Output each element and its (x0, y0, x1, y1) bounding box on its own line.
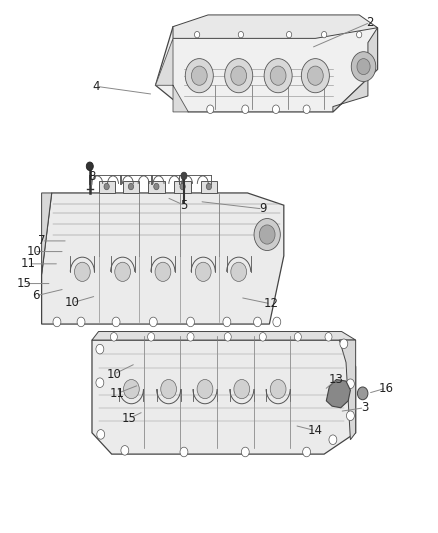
Text: 14: 14 (308, 424, 323, 437)
Circle shape (321, 31, 327, 38)
Circle shape (149, 317, 157, 327)
Circle shape (86, 162, 93, 171)
Circle shape (307, 66, 323, 85)
Circle shape (154, 183, 159, 190)
Circle shape (104, 183, 109, 190)
Circle shape (273, 317, 281, 327)
Circle shape (180, 183, 185, 190)
Circle shape (194, 31, 200, 38)
Circle shape (357, 387, 368, 400)
Circle shape (53, 317, 61, 327)
Text: 10: 10 (106, 368, 121, 381)
Circle shape (242, 105, 249, 114)
Circle shape (97, 430, 105, 439)
Circle shape (234, 379, 250, 399)
Text: 11: 11 (21, 257, 36, 270)
Circle shape (286, 31, 292, 38)
Circle shape (259, 225, 275, 244)
Text: 8: 8 (88, 171, 95, 183)
Circle shape (303, 105, 310, 114)
Circle shape (161, 379, 177, 399)
Circle shape (112, 317, 120, 327)
Circle shape (238, 31, 244, 38)
Circle shape (224, 333, 231, 341)
Polygon shape (326, 379, 350, 408)
Circle shape (187, 317, 194, 327)
Circle shape (110, 333, 117, 341)
Text: 13: 13 (329, 373, 344, 386)
Circle shape (231, 66, 247, 85)
Circle shape (357, 59, 370, 75)
Circle shape (115, 262, 131, 281)
Circle shape (121, 446, 129, 455)
Circle shape (128, 183, 134, 190)
Circle shape (197, 379, 213, 399)
Circle shape (272, 105, 279, 114)
Circle shape (301, 59, 329, 93)
Text: 12: 12 (263, 297, 278, 310)
Text: 10: 10 (27, 245, 42, 258)
Circle shape (191, 66, 207, 85)
Circle shape (294, 333, 301, 341)
Circle shape (185, 59, 213, 93)
Circle shape (206, 183, 212, 190)
Polygon shape (201, 181, 217, 193)
Circle shape (96, 378, 104, 387)
Circle shape (181, 172, 187, 180)
Circle shape (346, 379, 354, 389)
Circle shape (180, 447, 188, 457)
Polygon shape (42, 193, 284, 324)
Polygon shape (174, 181, 191, 193)
Circle shape (270, 66, 286, 85)
Circle shape (96, 344, 104, 354)
Polygon shape (155, 16, 378, 112)
Text: 6: 6 (32, 289, 40, 302)
Polygon shape (173, 15, 378, 38)
Text: 15: 15 (122, 412, 137, 425)
Text: 16: 16 (379, 382, 394, 394)
Polygon shape (333, 28, 378, 112)
Circle shape (223, 317, 231, 327)
Circle shape (207, 105, 214, 114)
Text: 11: 11 (110, 387, 125, 400)
Text: 9: 9 (259, 203, 267, 215)
Circle shape (254, 317, 261, 327)
Text: 7: 7 (38, 235, 46, 247)
Text: 10: 10 (65, 296, 80, 309)
Circle shape (303, 447, 311, 457)
Text: 3: 3 (361, 401, 368, 414)
Circle shape (329, 435, 337, 445)
Circle shape (231, 262, 247, 281)
Text: 4: 4 (92, 80, 100, 93)
Circle shape (340, 339, 348, 349)
Text: 15: 15 (17, 277, 32, 290)
Circle shape (259, 333, 266, 341)
Circle shape (346, 411, 354, 421)
Polygon shape (92, 332, 356, 340)
Circle shape (148, 333, 155, 341)
Circle shape (325, 333, 332, 341)
Circle shape (225, 59, 253, 93)
Polygon shape (148, 181, 165, 193)
Text: 5: 5 (180, 199, 187, 212)
Circle shape (155, 262, 171, 281)
Circle shape (241, 447, 249, 457)
Circle shape (351, 52, 376, 82)
Circle shape (124, 379, 139, 399)
Circle shape (195, 262, 211, 281)
Circle shape (77, 317, 85, 327)
Circle shape (74, 262, 90, 281)
Circle shape (254, 219, 280, 251)
Polygon shape (99, 181, 115, 193)
Circle shape (264, 59, 292, 93)
Text: 2: 2 (366, 16, 374, 29)
Polygon shape (123, 181, 139, 193)
Circle shape (270, 379, 286, 399)
Polygon shape (339, 340, 356, 440)
Polygon shape (42, 193, 52, 274)
Polygon shape (92, 340, 356, 454)
Circle shape (357, 31, 362, 38)
Polygon shape (155, 38, 188, 112)
Circle shape (187, 333, 194, 341)
